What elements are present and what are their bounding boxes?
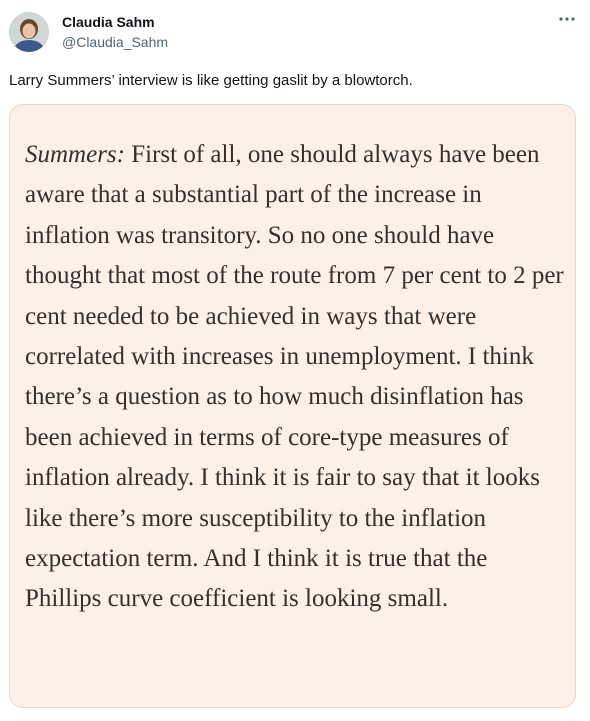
tweet-header: Claudia Sahm @Claudia_Sahm bbox=[0, 0, 590, 64]
avatar-image bbox=[9, 12, 49, 52]
author-name[interactable]: Claudia Sahm bbox=[62, 14, 155, 30]
quote-body: First of all, one should always have bee… bbox=[25, 141, 564, 613]
author-handle[interactable]: @Claudia_Sahm bbox=[62, 34, 169, 50]
more-dots-svg bbox=[559, 17, 575, 21]
more-horizontal-icon[interactable] bbox=[556, 12, 578, 30]
tweet-text: Larry Summers’ interview is like getting… bbox=[9, 72, 413, 89]
quote-speaker: Summers: bbox=[25, 141, 125, 168]
quote-text: Summers: First of all, one should always… bbox=[25, 135, 565, 620]
quote-image-card[interactable]: Summers: First of all, one should always… bbox=[9, 104, 576, 708]
avatar[interactable] bbox=[9, 12, 49, 52]
